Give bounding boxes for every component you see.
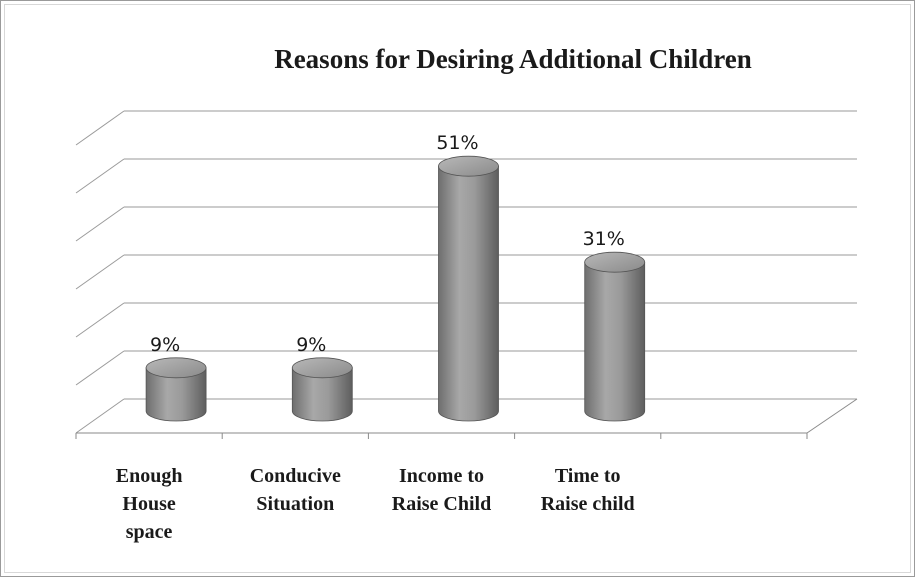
gridline-side: [75, 158, 125, 194]
category-label-4-line-2: Raise child: [541, 493, 635, 515]
category-label-1-line-2: House: [122, 493, 175, 515]
category-labels: Enough House space Conducive Situation Income…: [116, 465, 635, 543]
category-label-4-line-1: Time to: [555, 465, 621, 487]
x-axis: [75, 398, 858, 439]
bar-cap: [438, 155, 499, 177]
bar-body: [145, 367, 207, 422]
data-label-3: 51%: [436, 132, 478, 154]
gridline-side: [75, 398, 125, 434]
category-label-3-line-1: Income to: [399, 465, 484, 487]
gridline-side: [75, 350, 125, 386]
gridline-side: [75, 302, 125, 338]
data-label-2: 9%: [296, 334, 326, 356]
chart-title: Reasons for Desiring Additional Children: [274, 44, 752, 74]
bar-body: [584, 261, 646, 422]
category-label-2-line-1: Conducive: [250, 465, 341, 487]
gridline-side: [75, 254, 125, 290]
bar-4: [584, 251, 646, 422]
bar-cap: [291, 357, 353, 379]
data-labels: 9% 9% 51% 31%: [150, 132, 625, 356]
category-label-2-line-2: Situation: [256, 493, 334, 515]
floor-edge: [806, 398, 858, 434]
bar-cap: [584, 251, 646, 273]
gridline-side: [75, 110, 125, 146]
data-label-1: 9%: [150, 334, 180, 356]
bar-cap: [145, 357, 207, 379]
bars: [145, 155, 646, 422]
category-label-3-line-2: Raise Child: [392, 493, 491, 515]
bar-2: [291, 357, 353, 422]
bar-1: [145, 357, 207, 422]
data-label-4: 31%: [583, 228, 625, 250]
category-label-1-line-1: Enough: [116, 465, 183, 487]
bar-body: [291, 367, 353, 422]
bar-3: [438, 155, 499, 422]
bar-body: [438, 165, 499, 422]
category-label-1-line-3: space: [126, 521, 173, 543]
gridline-side: [75, 206, 125, 242]
